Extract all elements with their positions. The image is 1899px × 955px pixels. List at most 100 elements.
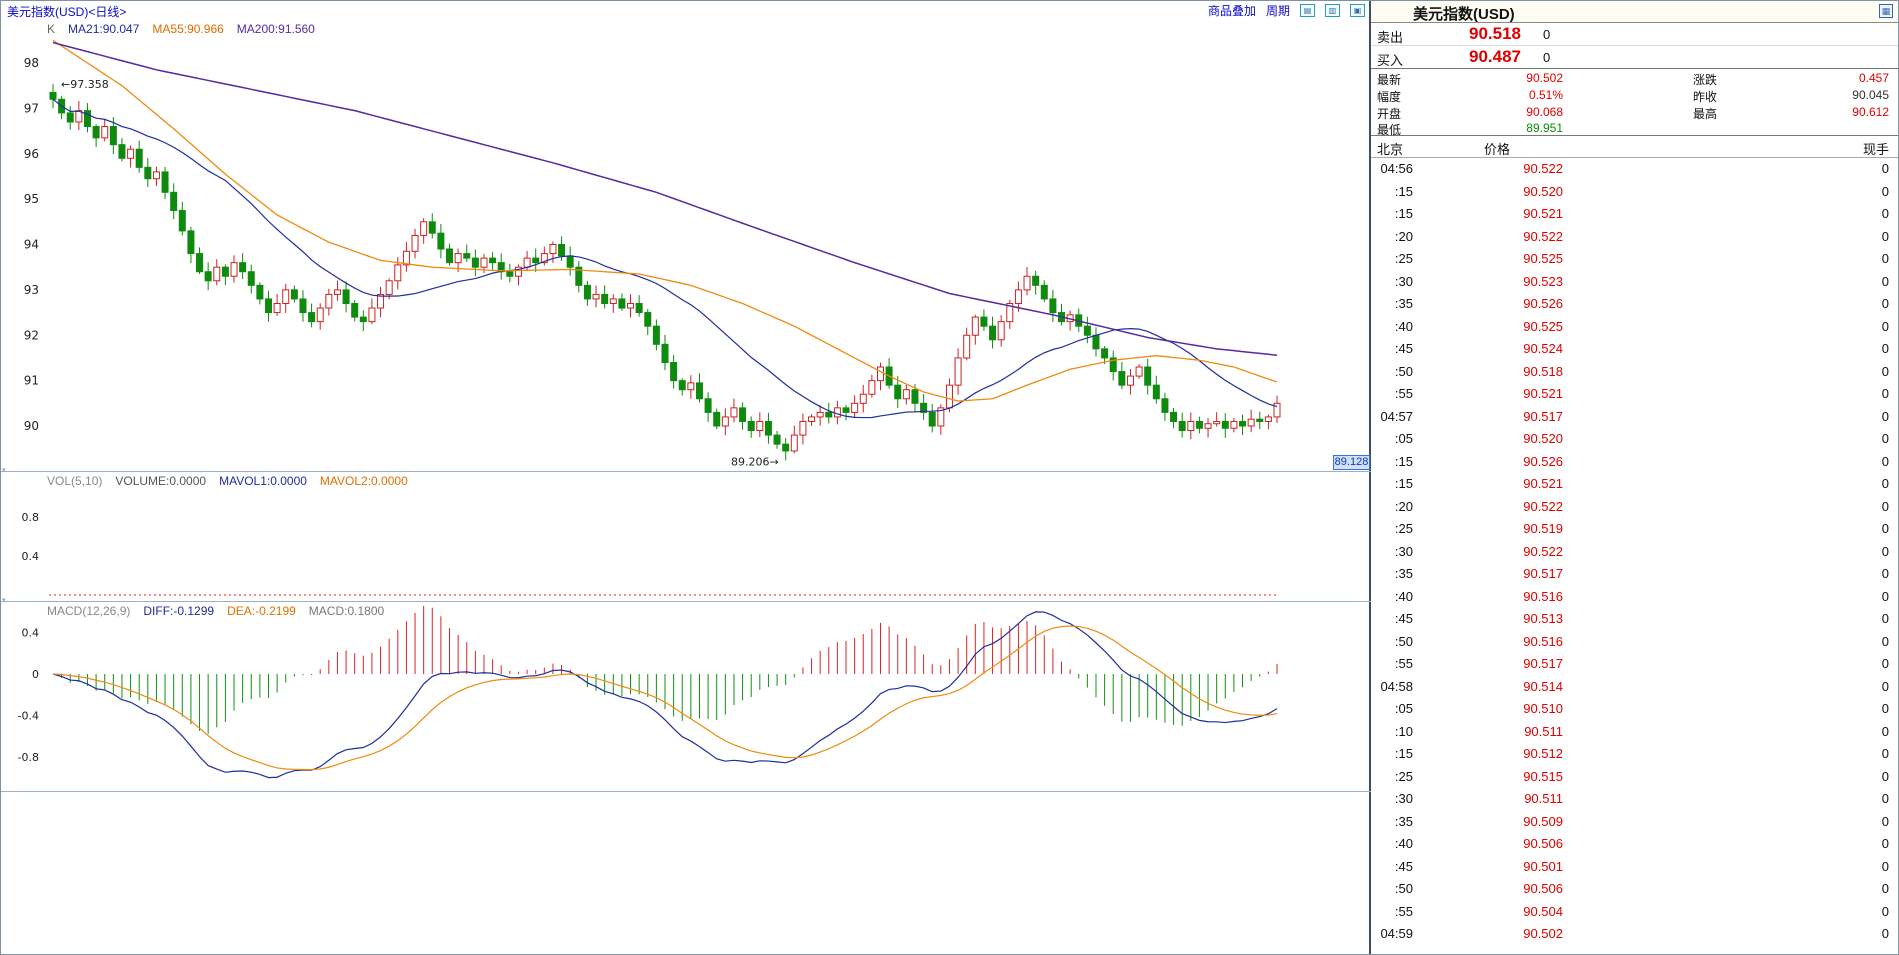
stat-row: 幅度 0.51% 昨收 90.045	[1371, 86, 1898, 104]
macd-axis-tick: -0.4	[18, 710, 39, 723]
stat-label: 最低	[1377, 123, 1402, 138]
k-axis-tick: 96	[24, 147, 39, 161]
time-sales-cell: 0	[1881, 318, 1889, 334]
time-sales-cell: 0	[1881, 813, 1889, 829]
time-sales-cell: 90.521	[1523, 386, 1563, 401]
time-sales-cell: 0	[1881, 476, 1889, 491]
time-sales-row: :55 90.504 0	[1371, 901, 1898, 924]
chart-area[interactable]: 美元指数(USD)<日线> 商品叠加 周期 ▤ ▥ ▣ ←97.358 89.20…	[1, 1, 1371, 954]
time-sales-cell: :20	[1394, 228, 1413, 244]
tile-vertical-icon[interactable]: ▥	[1325, 3, 1340, 17]
time-sales-cell: 90.526	[1523, 296, 1563, 311]
time-sales-cell: 90.502	[1523, 926, 1563, 941]
time-sales-cell: :55	[1394, 656, 1413, 671]
time-sales-row: :55 90.521 0	[1371, 383, 1898, 406]
time-sales-cell: 90.506	[1523, 836, 1563, 851]
time-sales-cell: 90.522	[1523, 543, 1563, 559]
time-sales-cell: :15	[1394, 206, 1413, 221]
time-sales-row: :35 90.526 0	[1371, 293, 1898, 316]
time-sales-cell: 90.517	[1523, 408, 1563, 424]
time-sales-cell: 0	[1881, 746, 1889, 761]
time-sales-row: :40 90.525 0	[1371, 316, 1898, 339]
stat-value: 90.612	[1852, 104, 1889, 119]
time-sales-cell: 0	[1881, 228, 1889, 244]
kline-chart-canvas[interactable]: ←97.358 89.206→ 98 97 96 95 94 93 92 91 90 0.8 0.4 0.…	[1, 1, 1371, 801]
stat-row: 最低 89.951	[1371, 119, 1898, 138]
panel-menu-icon[interactable]: ▦	[1879, 4, 1893, 18]
time-sales-cell: 0	[1881, 453, 1889, 469]
low-annotation: 89.206→	[731, 455, 779, 468]
time-sales-cell: 0	[1881, 723, 1889, 739]
ma21-line	[52, 98, 1278, 419]
time-sales-cell: 90.525	[1523, 251, 1563, 266]
time-sales-row: :55 90.517 0	[1371, 653, 1898, 676]
time-sales-row: 04:56 90.522 0	[1371, 158, 1898, 181]
time-sales-row: :15 90.526 0	[1371, 451, 1898, 474]
k-panel-legend: K MA21:90.047 MA55:90.966 MA200:91.560	[47, 22, 315, 36]
sell-quote-row: 卖出 90.518 0	[1371, 23, 1898, 46]
time-sales-cell: 0	[1881, 251, 1889, 266]
time-sales-cell: 90.519	[1523, 521, 1563, 536]
time-sales-cell: 0	[1881, 791, 1889, 806]
ma200-line	[52, 41, 1278, 356]
time-sales-cell: :45	[1394, 611, 1413, 626]
time-sales-cell: :40	[1394, 836, 1413, 851]
chart-title: 美元指数(USD)<日线>	[7, 5, 127, 19]
time-sales-cell: 90.515	[1523, 768, 1563, 784]
legend-item: MAVOL1:0.0000	[219, 474, 307, 488]
overlay-commodity-link[interactable]: 商品叠加	[1207, 3, 1256, 18]
time-sales-cell: 0	[1881, 296, 1889, 311]
time-sales-cell: :50	[1394, 363, 1413, 379]
time-sales-cell: 0	[1881, 588, 1889, 604]
time-sales-cell: :40	[1394, 318, 1413, 334]
time-sales-cell: :15	[1394, 453, 1413, 469]
legend-item: MA55:90.966	[152, 22, 224, 36]
time-sales-row: :15 90.521 0	[1371, 473, 1898, 496]
high-annotation: ←97.358	[61, 78, 109, 91]
stat-label: 涨跌	[1693, 73, 1718, 87]
time-sales-row: 04:58 90.514 0	[1371, 676, 1898, 699]
time-sales-cell: :05	[1394, 701, 1413, 716]
vol-axis-tick: 0.8	[22, 511, 40, 524]
k-axis-tick: 92	[24, 328, 39, 342]
time-sales-row: :45 90.501 0	[1371, 856, 1898, 879]
vol-splitter-handle[interactable]: ▾	[2, 467, 6, 474]
time-sales-cell: :10	[1394, 723, 1413, 739]
buy-label: 买入	[1377, 53, 1404, 68]
sell-price: 90.518	[1469, 24, 1521, 43]
time-sales-cell: 0	[1881, 431, 1889, 446]
sell-label: 卖出	[1377, 30, 1404, 45]
time-sales-cell: 0	[1881, 498, 1889, 514]
quote-title: 美元指数(USD)	[1413, 6, 1515, 23]
legend-item: DIFF:-0.1299	[143, 604, 215, 618]
legend-item: MACD(12,26,9)	[47, 604, 131, 618]
time-sales-cell: 90.518	[1523, 363, 1563, 379]
tile-horizontal-icon[interactable]: ▤	[1300, 3, 1315, 17]
k-axis-tick: 90	[24, 419, 39, 433]
time-sales-body: 04:56 90.522 0:15 90.520 0:15 90.521 0:20 90.52…	[1371, 158, 1898, 954]
macd-splitter-handle[interactable]: ▾	[2, 597, 6, 604]
time-sales-cell: 90.501	[1523, 858, 1563, 874]
stat-value: 89.951	[1526, 121, 1563, 136]
macd-panel-legend: MACD(12,26,9) DIFF:-0.1299 DEA:-0.2199 MACD…	[47, 604, 384, 618]
quote-stats: 最新 90.502 涨跌 0.457 幅度 0.51% 昨收 90.045 开盘 90.068 最高…	[1371, 69, 1898, 138]
cascade-windows-icon[interactable]: ▣	[1350, 3, 1365, 17]
buy-price: 90.487	[1469, 47, 1521, 66]
time-sales-cell: 0	[1881, 183, 1889, 199]
period-link[interactable]: 周期	[1265, 3, 1290, 18]
stat-label: 最新	[1377, 73, 1402, 87]
time-sales-cell: :50	[1394, 881, 1413, 896]
time-sales-cell: 90.525	[1523, 318, 1563, 334]
macd-axis-tick: 0.4	[22, 626, 40, 639]
time-sales-row: :45 90.524 0	[1371, 338, 1898, 361]
volume-column-header: 现手	[1862, 142, 1889, 157]
time-sales-row: :35 90.509 0	[1371, 811, 1898, 834]
time-sales-row: :50 90.516 0	[1371, 631, 1898, 654]
time-sales-cell: :45	[1394, 341, 1413, 356]
legend-item: VOLUME:0.0000	[115, 474, 207, 488]
time-sales-cell: :25	[1394, 521, 1413, 536]
time-sales-cell: 90.522	[1523, 498, 1563, 514]
time-sales-cell: 90.511	[1524, 723, 1563, 739]
time-sales-cell: 0	[1881, 836, 1889, 851]
ma55-line	[52, 39, 1278, 402]
